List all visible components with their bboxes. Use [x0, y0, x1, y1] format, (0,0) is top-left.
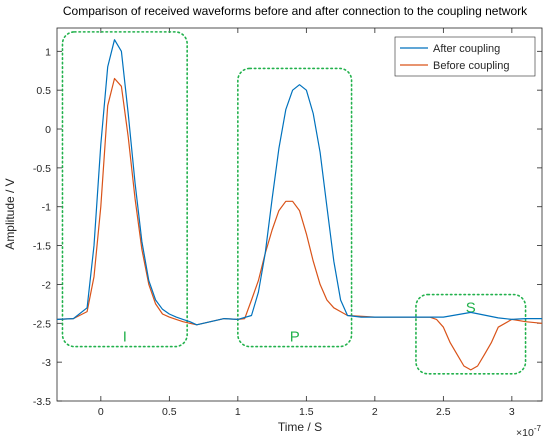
y-tick-label: 0 — [45, 124, 51, 136]
legend-box — [394, 36, 536, 77]
plot-area — [56, 27, 543, 402]
y-tick-label: -2.5 — [33, 318, 51, 330]
y-tick-label: -3.5 — [33, 396, 51, 408]
y-tick-label: -1 — [42, 202, 51, 214]
legend-label-before: Before coupling — [433, 60, 509, 72]
legend: After coupling Before coupling — [394, 36, 536, 77]
region-boxes: I P S — [61, 31, 527, 375]
x-tick-label: 1.5 — [299, 406, 314, 418]
axis-ticks: 0 0.5 1 1.5 2 2.5 3 -3.5 -3 -2.5 -2 -1.5 -1 -0.5 0 0.5 1 — [33, 28, 542, 418]
x-tick-label: 0.5 — [162, 406, 177, 418]
x-axis-exponent-base: ×10 — [516, 427, 534, 439]
series-line-after-coupling — [56, 39, 542, 326]
region-box-s — [415, 293, 527, 375]
region-label-p: P — [290, 329, 300, 346]
y-tick-label: -2 — [42, 279, 51, 291]
x-tick-label: 1 — [235, 406, 241, 418]
y-tick-label: -1.5 — [33, 241, 51, 253]
x-tick-label: 0 — [98, 406, 104, 418]
x-axis-exponent-power: -7 — [534, 424, 542, 433]
y-tick-label: -0.5 — [33, 163, 51, 175]
y-tick-label: 0.5 — [36, 85, 51, 97]
y-axis-label: Amplitude / V — [3, 178, 17, 249]
region-label-i: I — [123, 329, 127, 346]
y-tick-label: 1 — [45, 46, 51, 58]
y-tick-label: -3 — [42, 357, 51, 369]
x-tick-label: 3 — [509, 406, 515, 418]
x-tick-label: 2.5 — [436, 406, 451, 418]
x-axis-exponent: ×10-7 — [516, 424, 541, 439]
x-tick-label: 2 — [372, 406, 378, 418]
x-axis-label: Time / S — [278, 420, 322, 434]
series-lines — [56, 39, 543, 371]
chart-title: Comparison of received waveforms before … — [63, 4, 528, 18]
region-box-p — [237, 67, 353, 348]
region-box-i — [61, 31, 188, 348]
legend-label-after: After coupling — [433, 43, 500, 55]
series-line-before-coupling — [56, 77, 543, 371]
region-label-s: S — [466, 300, 476, 317]
